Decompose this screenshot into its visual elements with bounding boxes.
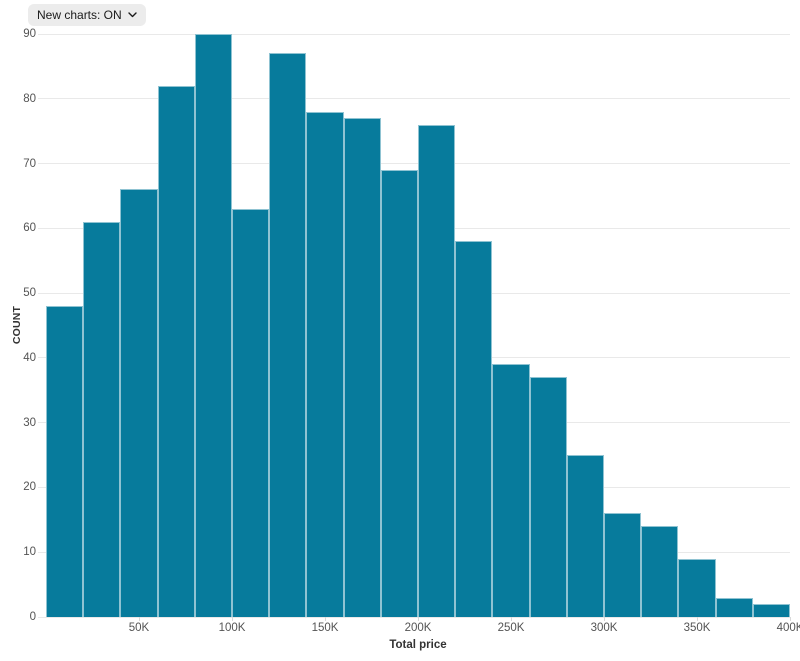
histogram-bar[interactable]	[232, 208, 270, 617]
bars-layer	[46, 34, 790, 617]
histogram-bar[interactable]	[343, 118, 381, 617]
x-tick-mark-50K	[138, 617, 140, 621]
x-tick-mark-400K	[789, 617, 791, 621]
histogram-bar[interactable]	[566, 455, 604, 617]
y-tick-label-90: 90	[23, 28, 36, 40]
y-tick-label-80: 80	[23, 92, 36, 105]
histogram-bar[interactable]	[380, 170, 418, 617]
histogram-bar[interactable]	[46, 306, 84, 617]
histogram-bar[interactable]	[83, 221, 121, 617]
x-tick-mark-100K	[231, 617, 233, 621]
histogram-bar[interactable]	[529, 377, 567, 617]
y-tick-label-10: 10	[23, 546, 36, 559]
histogram-bar[interactable]	[157, 85, 195, 617]
x-tick-label-200K: 200K	[404, 622, 432, 634]
x-tick-mark-350K	[696, 617, 698, 621]
x-tick-label-100K: 100K	[218, 622, 246, 634]
x-tick-label-50K: 50K	[128, 622, 150, 634]
histogram-bar[interactable]	[678, 558, 716, 617]
x-tick-mark-200K	[417, 617, 419, 621]
y-tick-label-40: 40	[23, 351, 36, 364]
x-tick-mark-150K	[324, 617, 326, 621]
histogram-bar[interactable]	[418, 124, 456, 617]
x-tick-mark-300K	[603, 617, 605, 621]
y-tick-label-60: 60	[23, 222, 36, 235]
y-tick-label-20: 20	[23, 481, 36, 494]
y-tick-label-0: 0	[29, 611, 36, 623]
histogram-bar[interactable]	[752, 604, 790, 617]
histogram-bar[interactable]	[455, 241, 493, 617]
x-tick-label-400K: 400K	[776, 622, 800, 634]
histogram-bar[interactable]	[269, 53, 307, 617]
histogram-bar[interactable]	[492, 364, 530, 617]
new-charts-toggle-label: New charts: ON	[37, 8, 122, 22]
x-tick-label-300K: 300K	[590, 622, 618, 634]
histogram-bar[interactable]	[604, 513, 642, 617]
y-tick-label-70: 70	[23, 157, 36, 170]
histogram-bar[interactable]	[641, 526, 679, 617]
y-axis-tick-labels: 0 10 20 30 40 50 60 70 80 90	[0, 28, 36, 623]
histogram-bar[interactable]	[194, 34, 232, 617]
histogram-bar[interactable]	[306, 111, 344, 617]
x-tick-label-350K: 350K	[683, 622, 711, 634]
new-charts-toggle-button[interactable]: New charts: ON	[28, 4, 146, 26]
y-tick-label-50: 50	[23, 287, 36, 300]
x-axis-title: Total price	[389, 639, 447, 651]
histogram-bar[interactable]	[715, 597, 753, 617]
x-tick-label-150K: 150K	[311, 622, 339, 634]
y-tick-label-30: 30	[23, 416, 36, 429]
x-tick-mark-250K	[510, 617, 512, 621]
x-tick-label-250K: 250K	[497, 622, 525, 634]
histogram-bar[interactable]	[120, 189, 158, 617]
chevron-down-icon	[127, 12, 137, 18]
plot-area: 50K 100K 150K 200K 250K 300K 350K 400K	[38, 33, 800, 634]
